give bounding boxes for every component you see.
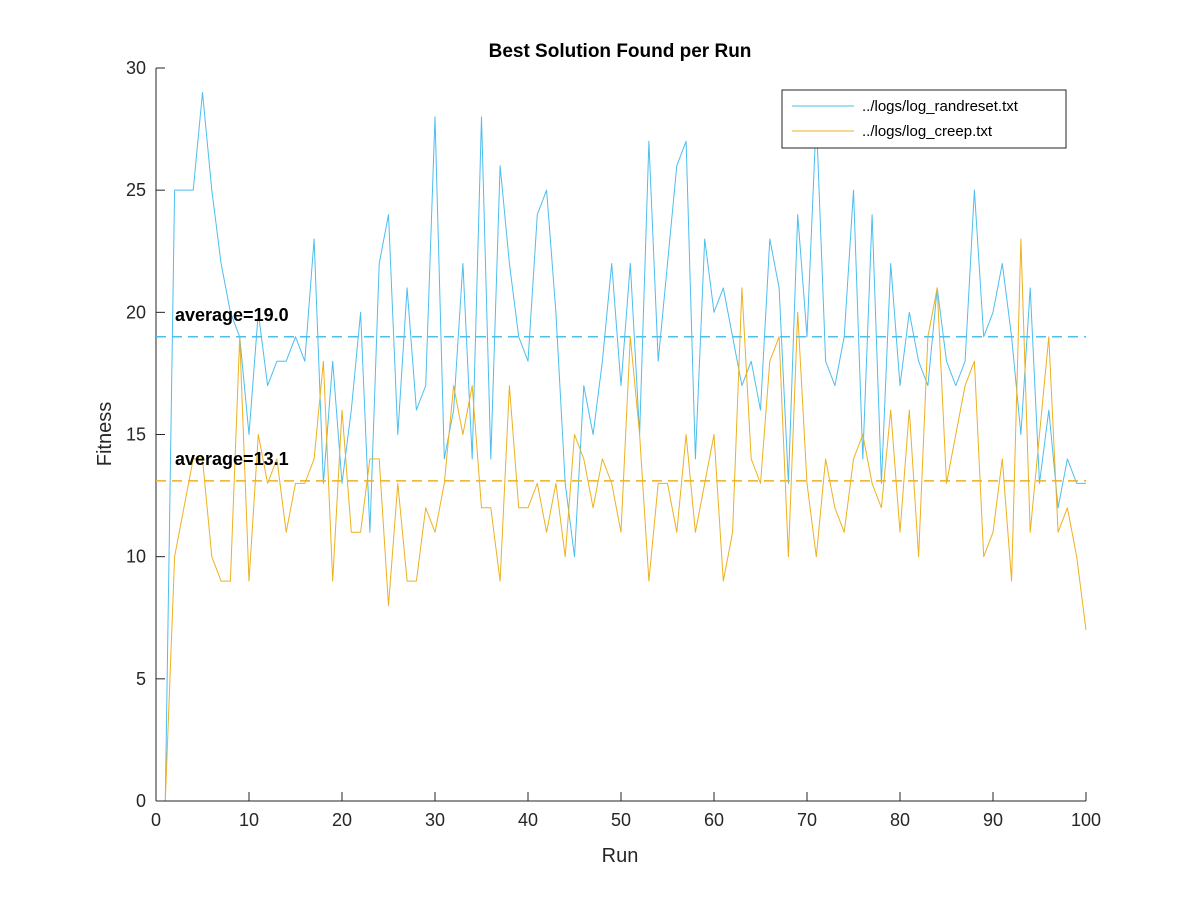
y-tick-label: 5 xyxy=(136,669,146,689)
chart-title: Best Solution Found per Run xyxy=(489,41,752,62)
x-tick-label: 10 xyxy=(239,810,259,830)
x-tick-label: 90 xyxy=(983,810,1003,830)
y-tick-label: 30 xyxy=(126,58,146,78)
legend-label-creep: ../logs/log_creep.txt xyxy=(862,123,993,140)
y-axis-label: Fitness xyxy=(94,402,116,466)
y-tick-label: 15 xyxy=(126,425,146,445)
legend-box xyxy=(781,89,1067,149)
y-tick-label: 0 xyxy=(136,791,146,811)
x-tick-label: 0 xyxy=(151,810,161,830)
average-label-1: average=13.1 xyxy=(175,449,289,469)
x-axis-label: Run xyxy=(602,845,639,867)
legend: ../logs/log_randreset.txt ../logs/log_cr… xyxy=(781,89,1067,149)
x-tick-label: 40 xyxy=(518,810,538,830)
series-line-creep xyxy=(164,238,1087,802)
x-tick-label: 50 xyxy=(611,810,631,830)
x-tick-label: 30 xyxy=(425,810,445,830)
y-tick-label: 10 xyxy=(126,547,146,567)
y-tick-label: 20 xyxy=(126,302,146,322)
x-tick-label: 70 xyxy=(797,810,817,830)
legend-label-randreset: ../logs/log_randreset.txt xyxy=(862,98,1019,115)
x-tick-label: 100 xyxy=(1071,810,1101,830)
average-label-0: average=19.0 xyxy=(175,305,289,325)
y-tick-label: 25 xyxy=(126,180,146,200)
x-tick-label: 20 xyxy=(332,810,352,830)
average-annotations: average=19.0 average=13.1 xyxy=(156,305,1086,482)
axes: 0 10 20 30 40 50 60 70 80 90 100 0 5 10 15 20 25 30 xyxy=(126,58,1101,830)
x-tick-label: 80 xyxy=(890,810,910,830)
x-tick-label: 60 xyxy=(704,810,724,830)
